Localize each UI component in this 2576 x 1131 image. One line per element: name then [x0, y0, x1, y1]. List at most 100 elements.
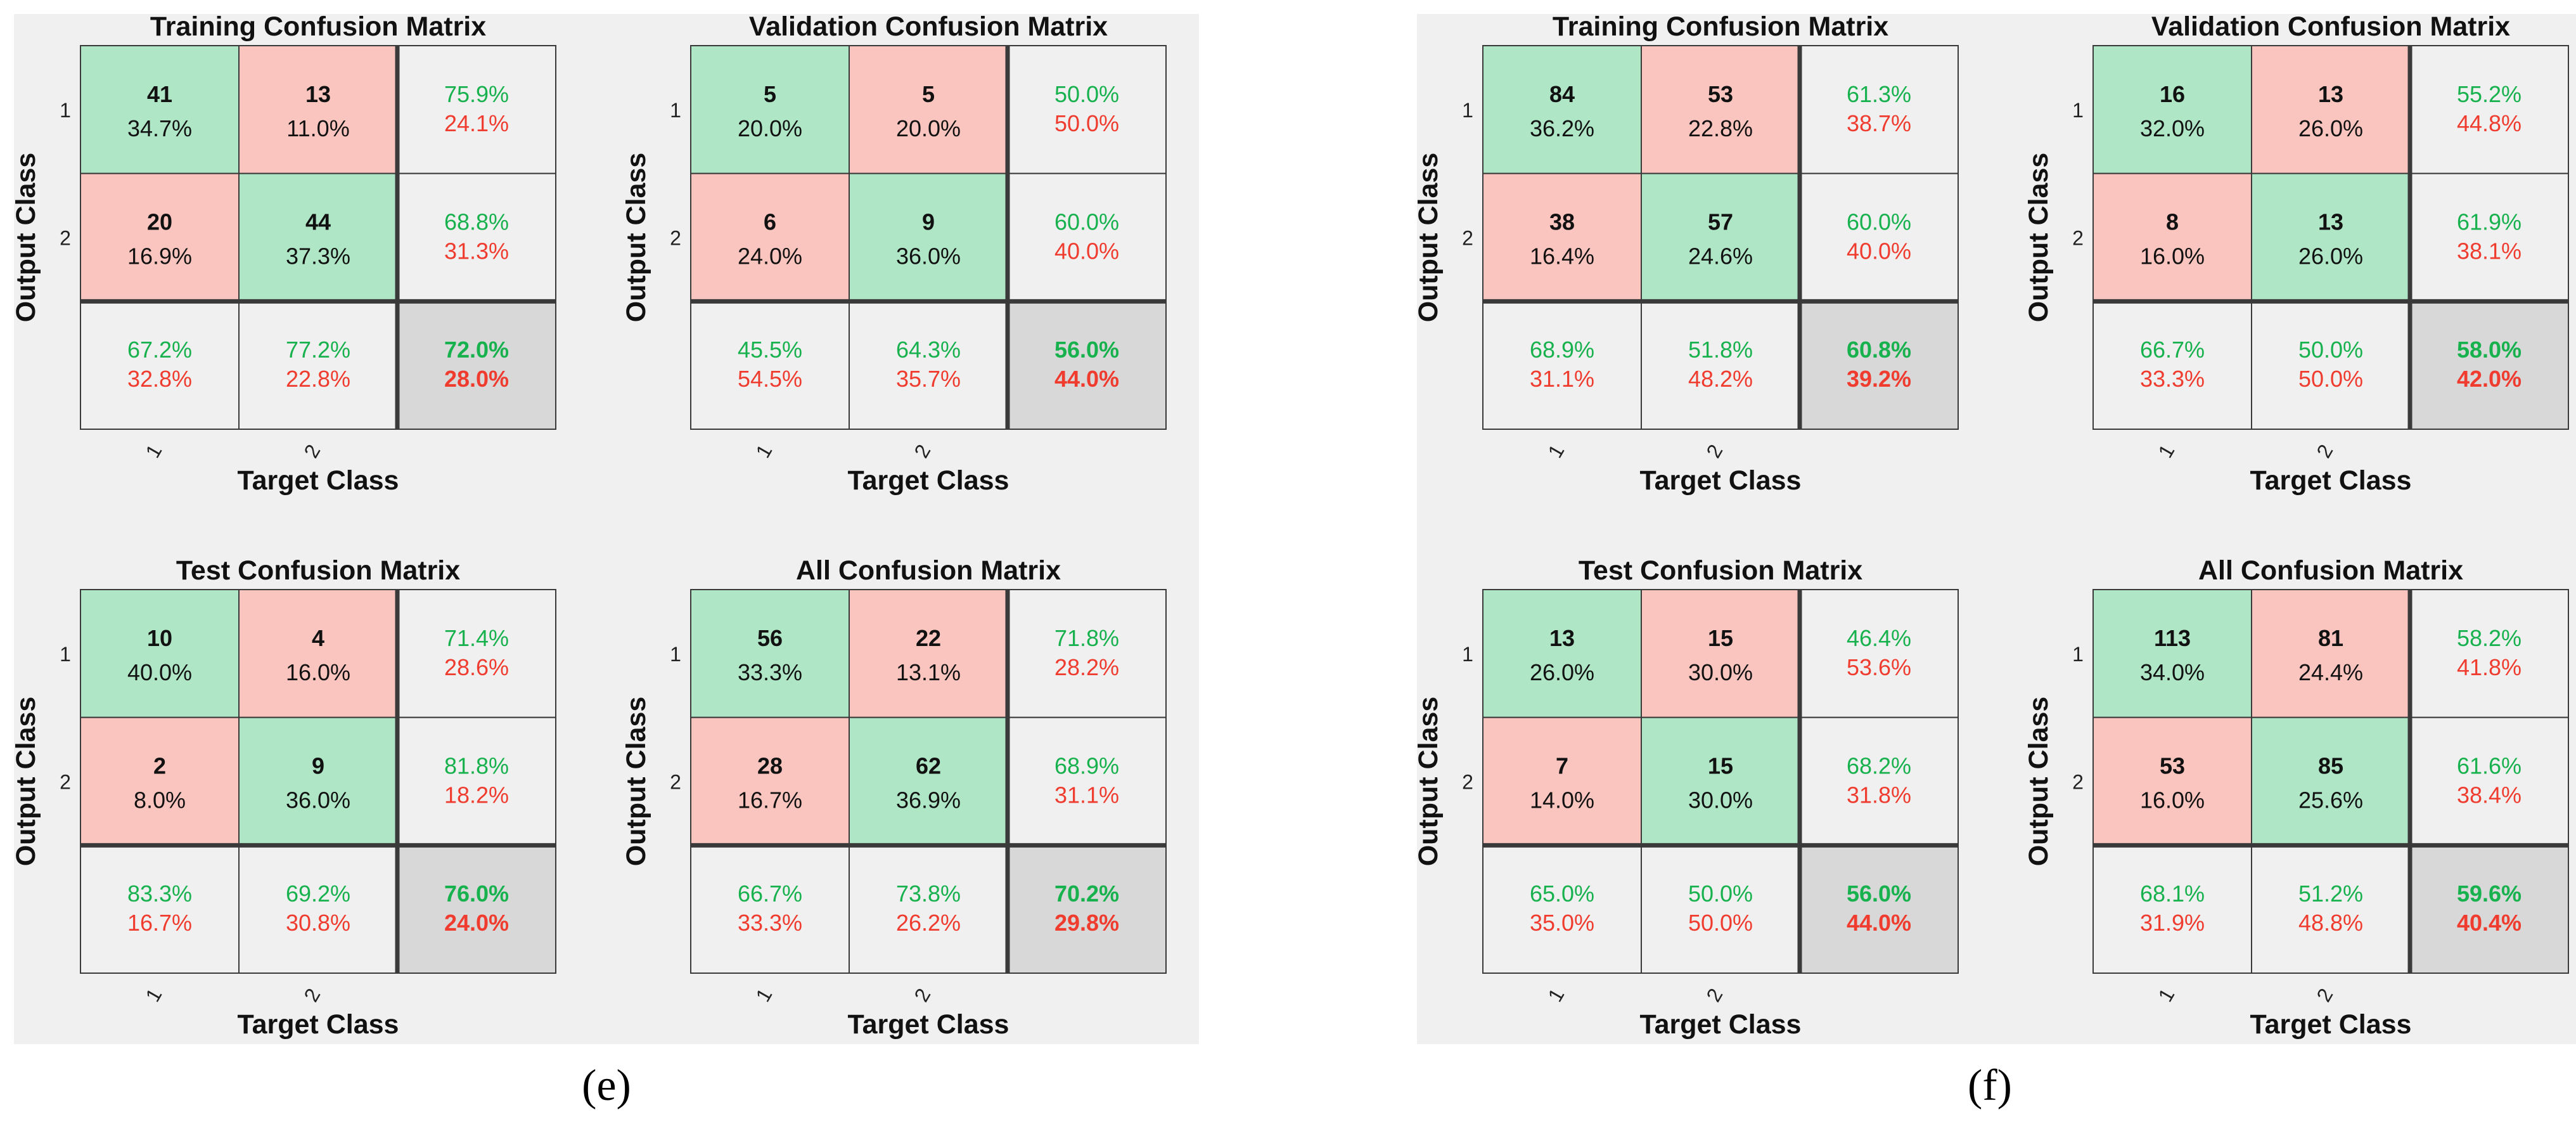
summary-correct-percent: 58.2% [2457, 625, 2522, 651]
matrix-cell-1-0 [2092, 172, 2252, 302]
y-tick-label: 2 [1462, 227, 1473, 250]
y-axis-label: Output Class [11, 697, 41, 867]
summary-error-percent: 32.8% [127, 366, 192, 392]
matrix-cell-2-0 [2092, 301, 2252, 430]
y-tick-label: 2 [670, 227, 681, 250]
matrix-cell-2-2 [397, 844, 556, 974]
overall-error: 40.4% [2457, 910, 2522, 936]
matrix-cell-0-0 [1482, 589, 1642, 718]
cell-count: 85 [2318, 753, 2343, 779]
matrix-title: Training Confusion Matrix [1553, 11, 1888, 42]
summary-error-percent: 31.1% [1530, 366, 1594, 392]
summary-correct-percent: 51.8% [1688, 337, 1753, 363]
summary-error-percent: 18.2% [444, 782, 509, 808]
cell-count: 5 [764, 81, 776, 107]
matrix-title: All Confusion Matrix [2198, 555, 2463, 586]
cell-percent: 32.0% [2140, 115, 2205, 141]
summary-correct-percent: 68.9% [1054, 753, 1119, 779]
summary-correct-percent: 50.0% [2298, 337, 2363, 363]
summary-correct-percent: 73.8% [896, 881, 961, 907]
matrix-cell-2-0 [690, 301, 850, 430]
matrix-cell-2-1 [238, 844, 398, 974]
matrix-cell-1-0 [690, 716, 850, 846]
cell-count: 10 [147, 625, 172, 651]
cell-count: 53 [1708, 81, 1733, 107]
cell-percent: 26.0% [2298, 243, 2363, 269]
cell-percent: 36.9% [896, 787, 961, 813]
confusion-matrix-0-2: Test Confusion Matrix 10 40.0% 4 16.0% 71.4% 2… [11, 555, 556, 1040]
overall-error: 28.0% [444, 366, 509, 392]
summary-error-percent: 38.1% [2457, 238, 2522, 264]
cell-count: 13 [2318, 81, 2343, 107]
y-tick-label: 2 [60, 227, 71, 250]
cell-count: 38 [1549, 209, 1575, 235]
y-tick-label: 2 [2072, 771, 2084, 794]
cell-percent: 16.0% [2140, 243, 2205, 269]
cell-percent: 16.0% [286, 659, 350, 685]
matrix-cell-1-1 [2251, 172, 2411, 302]
matrix-cell-0-2 [397, 589, 556, 718]
matrix-cell-0-1 [2251, 589, 2411, 718]
confusion-matrix-1-1: Validation Confusion Matrix 16 32.0% 13 26.0… [2023, 11, 2569, 496]
matrix-cell-0-0 [690, 45, 850, 174]
cell-percent: 20.0% [896, 115, 961, 141]
summary-error-percent: 31.8% [1847, 782, 1911, 808]
matrix-cell-1-2 [2409, 716, 2569, 846]
summary-correct-percent: 51.2% [2298, 881, 2363, 907]
matrix-cell-2-2 [2409, 301, 2569, 430]
confusion-matrix-0-1: Validation Confusion Matrix 5 20.0% 5 20.0% 5… [621, 11, 1167, 496]
matrix-cell-0-1 [849, 45, 1008, 174]
summary-error-percent: 50.0% [1054, 110, 1119, 136]
x-axis-label: Target Class [2250, 465, 2412, 496]
summary-error-percent: 38.7% [1847, 110, 1911, 136]
cell-count: 4 [312, 625, 324, 651]
summary-correct-percent: 83.3% [127, 881, 192, 907]
plots-layer: Training Confusion Matrix4134.7%1311.0%7… [11, 11, 2569, 1040]
cell-percent: 26.0% [1530, 659, 1594, 685]
y-tick-label: 2 [2072, 227, 2084, 250]
cell-percent: 24.4% [2298, 659, 2363, 685]
overall-error: 44.0% [1847, 910, 1911, 936]
matrix-cell-0-0 [80, 45, 240, 174]
y-tick-label: 1 [1462, 99, 1473, 122]
cell-count: 8 [2166, 209, 2179, 235]
matrix-cell-1-0 [1482, 172, 1642, 302]
x-axis-label: Target Class [2250, 1009, 2412, 1040]
cell-percent: 34.0% [2140, 659, 2205, 685]
matrix-cell-1-2 [397, 172, 556, 302]
matrix-cell-2-2 [1007, 301, 1167, 430]
cell-count: 6 [764, 209, 776, 235]
cell-count: 81 [2318, 625, 2343, 651]
cell-count: 9 [312, 753, 324, 779]
summary-correct-percent: 61.9% [2457, 209, 2522, 235]
matrix-title: Validation Confusion Matrix [749, 11, 1108, 42]
cell-count: 13 [305, 81, 331, 107]
cell-percent: 36.2% [1530, 115, 1594, 141]
overall-accuracy: 60.8% [1847, 337, 1911, 363]
cell-count: 5 [922, 81, 935, 107]
x-axis-label: Target Class [848, 465, 1009, 496]
matrix-cell-0-2 [1007, 589, 1167, 718]
matrix-cell-1-0 [80, 172, 240, 302]
overall-error: 24.0% [444, 910, 509, 936]
summary-error-percent: 40.0% [1847, 238, 1911, 264]
cell-percent: 14.0% [1530, 787, 1594, 813]
summary-error-percent: 33.3% [738, 910, 802, 936]
matrix-cell-1-1 [238, 172, 398, 302]
matrix-cell-0-1 [1641, 589, 1800, 718]
cell-percent: 13.1% [896, 659, 961, 685]
matrix-cell-1-1 [238, 716, 398, 846]
cell-count: 84 [1549, 81, 1575, 107]
confusion-matrix-1-0: Training Confusion Matrix 84 36.2% 53 22.8% 6… [1413, 11, 1959, 496]
summary-error-percent: 28.2% [1054, 654, 1119, 680]
matrix-cell-2-1 [1641, 844, 1800, 974]
cell-count: 53 [2160, 753, 2185, 779]
matrix-title: Test Confusion Matrix [1579, 555, 1862, 586]
summary-error-percent: 35.0% [1530, 910, 1594, 936]
confusion-matrix-1-2: Test Confusion Matrix 13 26.0% 15 30.0% 46.4%… [1413, 555, 1959, 1040]
matrix-cell-1-0 [2092, 716, 2252, 846]
cell-percent: 30.0% [1688, 659, 1753, 685]
matrix-cell-2-2 [397, 301, 556, 430]
matrix-title: Validation Confusion Matrix [2151, 11, 2510, 42]
summary-error-percent: 38.4% [2457, 782, 2522, 808]
